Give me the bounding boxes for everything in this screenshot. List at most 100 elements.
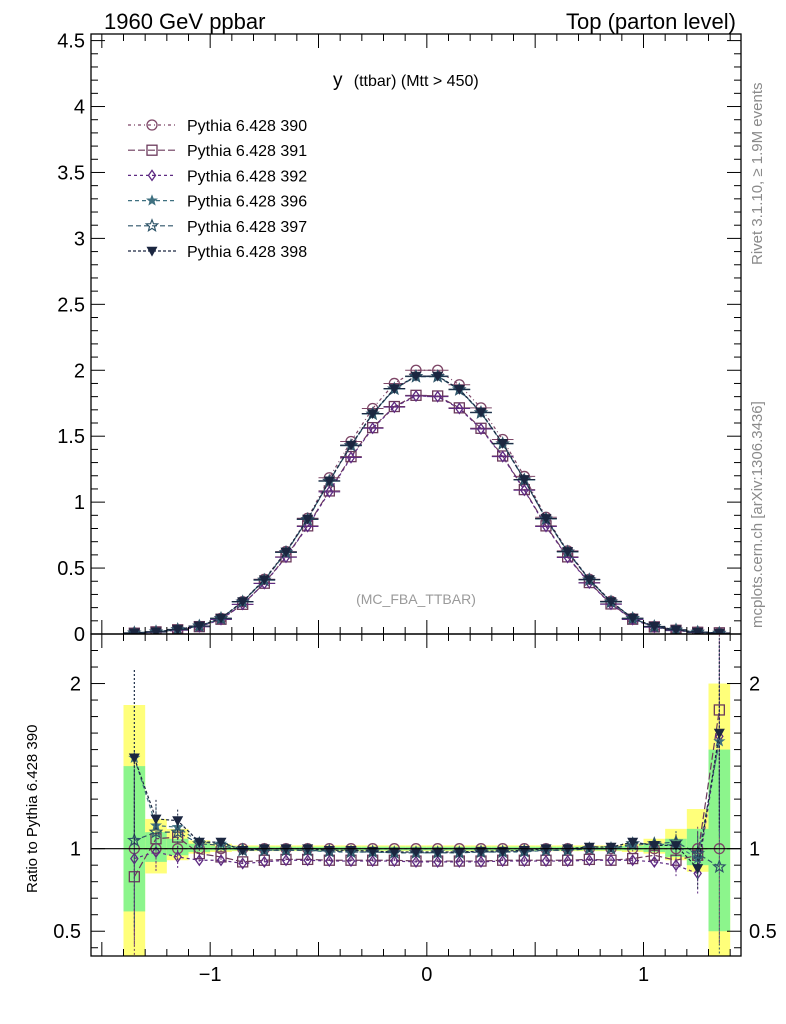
ratio-series-point [670, 841, 682, 851]
main-series-point [215, 613, 227, 624]
main-ytick-label: 2 [74, 360, 85, 382]
main-series-point [455, 402, 464, 415]
main-series-point [325, 485, 334, 498]
ratio-xtick-label: 0 [421, 964, 432, 986]
legend-label: Pythia 6.428 396 [187, 194, 307, 211]
main-series-group [123, 364, 731, 634]
legend-marker [146, 246, 158, 257]
main-series-point [172, 625, 184, 634]
ratio-series-point [692, 864, 704, 875]
main-series-point [388, 384, 400, 395]
ratio-series-point [475, 846, 487, 857]
main-series-point [303, 520, 312, 533]
main-series-point [453, 384, 465, 395]
ratio-ytick-label-right: 1 [749, 839, 760, 861]
main-series-point [150, 627, 162, 634]
main-series-point [258, 575, 270, 586]
ratio-series-point [453, 847, 465, 858]
ratio-series-point [585, 854, 594, 867]
legend-marker [146, 144, 158, 156]
main-series-point [670, 625, 682, 634]
ratio-series-point [713, 728, 725, 739]
main-series-point [128, 628, 140, 634]
ratio-series-point [193, 837, 205, 848]
ratio-series-point [606, 854, 616, 867]
main-ytick-label: 0.5 [57, 558, 85, 580]
main-series-point [498, 450, 507, 463]
ratio-series-point [368, 854, 377, 868]
main-series-point [605, 597, 617, 608]
legend-label: Pythia 6.428 398 [187, 244, 307, 261]
main-ytick-label: 0 [74, 624, 85, 646]
ratio-series-point [346, 854, 356, 868]
ratio-series-line [133, 732, 720, 870]
main-series-point [368, 422, 377, 435]
main-series-point [148, 624, 164, 634]
ratio-series-point [497, 846, 509, 857]
ratio-ytick-label-right: 0.5 [749, 921, 777, 943]
main-series-point [497, 439, 509, 449]
main-series-point [518, 475, 530, 486]
ratio-plot-frame [90, 633, 742, 957]
ratio-series-point [410, 847, 422, 858]
ratio-series-line [134, 736, 720, 875]
main-series-point [475, 407, 487, 418]
ratio-y-axis-label: Ratio to Pythia 6.428 390 [24, 725, 41, 893]
ratio-series-point [216, 854, 226, 867]
plot-title: y (ttbar) (Mtt > 450) [333, 70, 479, 91]
main-ytick-label: 2.5 [57, 294, 85, 316]
main-series-point [627, 613, 639, 624]
ratio-series-point [148, 824, 164, 839]
main-series-point [390, 401, 399, 414]
main-series-point [476, 422, 486, 436]
main-series-point [411, 389, 421, 403]
main-series-point [540, 514, 552, 525]
header-left-label: 1960 GeV ppbar [104, 9, 265, 34]
legend-label: Pythia 6.428 391 [187, 143, 307, 160]
main-series-point [323, 476, 335, 487]
plot-title-main: y [333, 70, 343, 91]
ratio-series-point [712, 859, 727, 874]
header-right-label: Top (parton level) [566, 9, 736, 34]
ratio-series-point [172, 816, 184, 827]
ratio-uncertainty-bands [123, 683, 731, 956]
rivet-version-label: Rivet 3.1.10, ≥ 1.9M events [749, 83, 766, 266]
ratio-series-point [390, 854, 399, 868]
ratio-series-point [498, 854, 507, 868]
ratio-series-point [281, 854, 291, 867]
ratio-series-point [151, 845, 161, 859]
ratio-series-point [238, 857, 247, 870]
ratio-series-point [627, 852, 639, 865]
main-series-point [541, 520, 551, 533]
legend-marker [145, 194, 159, 206]
ratio-series-group [127, 634, 727, 956]
ratio-series-point [583, 842, 595, 853]
ratio-series-point [476, 855, 486, 869]
ratio-xtick-label: −1 [199, 964, 222, 986]
main-series-point [692, 627, 704, 634]
ratio-series-point [195, 854, 204, 867]
ratio-series-point [150, 814, 162, 825]
main-series-point [367, 409, 379, 420]
main-series-point [690, 624, 705, 634]
ratio-ytick-label-right: 2 [749, 674, 760, 696]
main-series-point [127, 625, 142, 634]
main-series-point [302, 514, 314, 525]
ratio-series-point [627, 837, 639, 848]
main-ytick-label: 3.5 [57, 162, 85, 184]
legend-label: Pythia 6.428 390 [187, 118, 307, 135]
ratio-series-line [134, 831, 720, 868]
ratio-series-point [213, 837, 229, 852]
ratio-series-point [303, 854, 312, 867]
main-series-point [562, 547, 574, 558]
main-series-line [134, 395, 720, 634]
ratio-series-point [671, 859, 681, 872]
analysis-watermark: (MC_FBA_TTBAR) [356, 591, 476, 607]
ratio-series-point [128, 753, 140, 764]
ratio-series-point [260, 855, 269, 869]
main-series-point [433, 390, 442, 403]
ratio-xtick-label: 1 [638, 964, 649, 986]
main-series-point [583, 575, 595, 586]
main-ytick-label: 3 [74, 228, 85, 250]
